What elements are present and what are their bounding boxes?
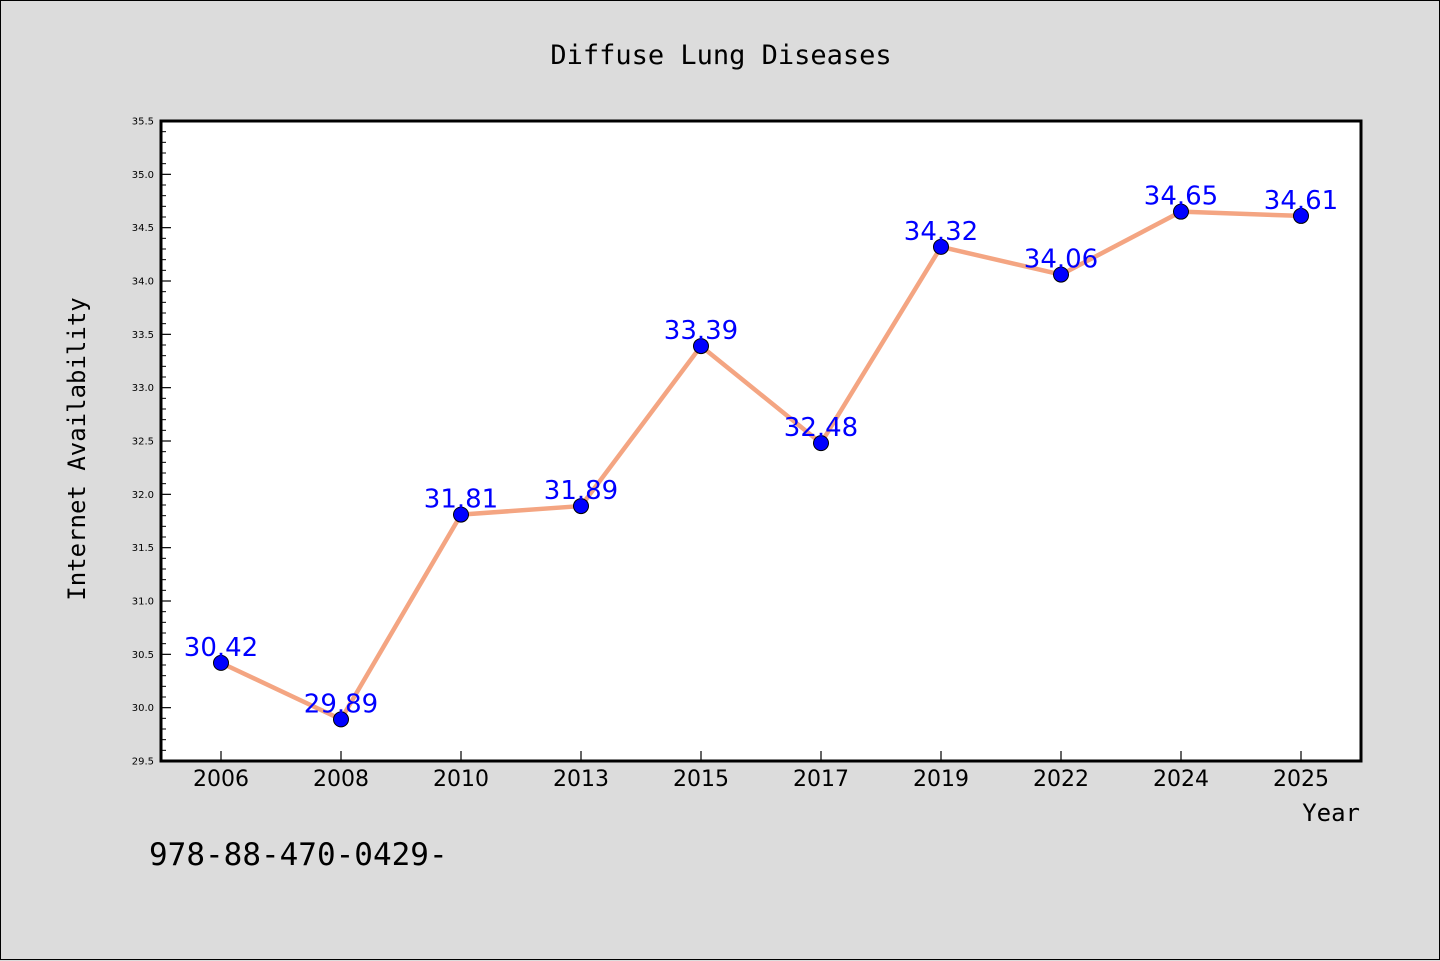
data-label: 30.42: [184, 633, 258, 663]
x-tick-label: 2010: [433, 767, 489, 792]
y-axis-label: Internet Availability: [63, 297, 91, 600]
x-tick-label: 2008: [313, 767, 369, 792]
x-tick-label: 2024: [1153, 767, 1209, 792]
series-line: [218, 209, 1304, 722]
data-label: 31.89: [544, 476, 618, 506]
data-point: [933, 238, 949, 255]
x-tick-label: 2025: [1273, 767, 1329, 792]
data-point: [333, 711, 349, 728]
data-point: [1293, 207, 1309, 224]
x-tick-label: 2022: [1033, 767, 1089, 792]
data-label: 31.81: [424, 485, 498, 515]
data-label: 34.65: [1144, 182, 1218, 212]
series-group: 30.42 29.89 31.81 31.89 33.39 32.48 34.32 34.06…: [184, 182, 1338, 728]
y-tick-label: 31.0: [132, 597, 154, 608]
y-tick-label: 31.5: [132, 543, 154, 554]
y-tick-label: 32.5: [132, 437, 154, 448]
data-point: [813, 435, 829, 452]
x-tick-labels: 2006 2008 2010 2013 2015 2017 2019 2022 2024 2025: [193, 767, 1329, 792]
x-tick-label: 2015: [673, 767, 729, 792]
x-tick-label: 2013: [553, 767, 609, 792]
y-tick-label: 32.0: [132, 490, 154, 501]
data-label: 34.06: [1024, 245, 1098, 275]
y-tick-label: 30.5: [132, 650, 154, 661]
chart-title: Diffuse Lung Diseases: [550, 40, 891, 71]
plot-area: [161, 121, 1361, 761]
data-point: [1053, 266, 1069, 283]
x-axis-label: Year: [1302, 799, 1360, 827]
x-tick-label: 2006: [193, 767, 249, 792]
y-tick-label: 33.0: [132, 383, 154, 394]
data-point: [213, 654, 229, 671]
footer-text: 978-88-470-0429-: [149, 837, 448, 873]
data-label: 34.61: [1264, 186, 1338, 216]
data-point: [1173, 203, 1189, 220]
plot-frame: [159, 119, 1363, 763]
y-tick-label: 34.0: [132, 277, 154, 288]
data-label: 34.32: [904, 217, 978, 247]
data-point: [573, 498, 589, 515]
data-label: 32.48: [784, 413, 858, 443]
y-tick-label: 30.0: [132, 703, 154, 714]
data-label: 29.89: [304, 689, 378, 719]
y-tick-labels: 29.5 30.0 30.5 31.0 31.5 32.0 32.5 33.0 33.5 34.0…: [132, 117, 154, 768]
y-tick-label: 35.0: [132, 170, 154, 181]
y-tick-label: 35.5: [132, 117, 154, 128]
x-tick-label: 2019: [913, 767, 969, 792]
data-point: [453, 506, 469, 523]
y-tick-label: 34.5: [132, 223, 154, 234]
x-tick-label: 2017: [793, 767, 849, 792]
y-tick-label: 29.5: [132, 757, 154, 768]
data-point: [693, 338, 709, 355]
data-label: 33.39: [664, 316, 738, 346]
y-tick-label: 33.5: [132, 330, 154, 341]
